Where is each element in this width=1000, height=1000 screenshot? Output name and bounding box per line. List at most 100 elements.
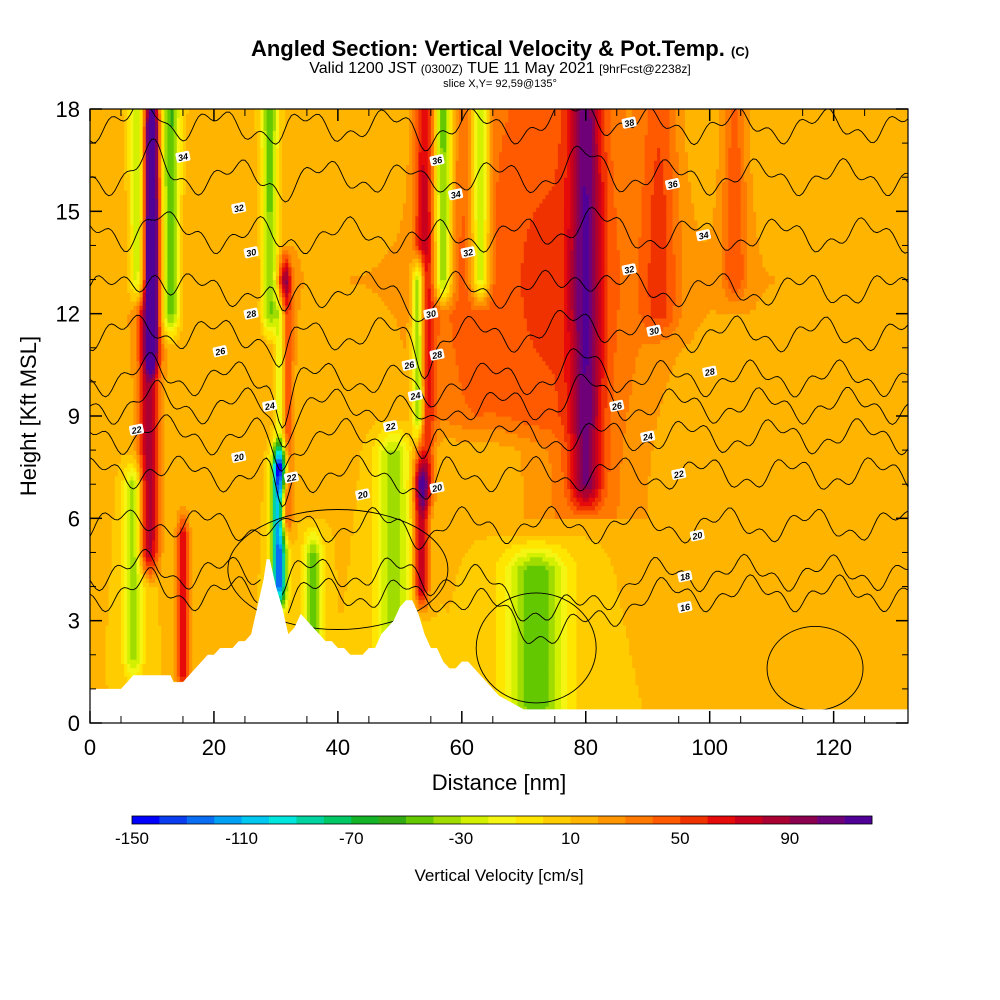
velocity-cell bbox=[378, 535, 382, 541]
velocity-cell bbox=[189, 633, 193, 639]
velocity-cell bbox=[142, 475, 147, 481]
velocity-cell bbox=[650, 305, 667, 311]
velocity-cell bbox=[167, 313, 175, 319]
velocity-cell bbox=[356, 505, 373, 511]
velocity-cell bbox=[90, 462, 119, 468]
velocity-cell bbox=[173, 590, 178, 596]
velocity-cell bbox=[486, 283, 491, 289]
velocity-cell bbox=[443, 603, 451, 609]
velocity-cell bbox=[371, 445, 379, 451]
velocity-cell bbox=[570, 334, 574, 340]
velocity-cell bbox=[598, 352, 602, 357]
velocity-cell bbox=[523, 586, 550, 592]
velocity-cell bbox=[424, 407, 435, 413]
velocity-cell bbox=[161, 479, 165, 485]
velocity-cell bbox=[288, 309, 293, 315]
velocity-cell bbox=[591, 454, 596, 460]
velocity-cell bbox=[260, 531, 268, 536]
velocity-cell bbox=[607, 364, 615, 370]
velocity-cell bbox=[418, 424, 423, 430]
velocity-cell bbox=[576, 347, 581, 353]
velocity-cell bbox=[158, 369, 162, 374]
velocity-cell bbox=[647, 488, 908, 494]
velocity-cell bbox=[564, 360, 571, 366]
velocity-cell bbox=[595, 420, 599, 426]
velocity-cell bbox=[133, 552, 138, 558]
velocity-cell bbox=[598, 509, 618, 515]
velocity-cell bbox=[629, 637, 908, 643]
velocity-cell bbox=[495, 671, 506, 677]
velocity-cell bbox=[567, 450, 571, 455]
velocity-cell bbox=[167, 317, 175, 323]
velocity-cell bbox=[452, 296, 460, 302]
velocity-cell bbox=[412, 381, 416, 387]
velocity-cell bbox=[604, 441, 612, 447]
velocity-cell bbox=[130, 509, 134, 515]
velocity-cell bbox=[124, 539, 128, 545]
velocity-cell bbox=[124, 505, 128, 511]
velocity-cell bbox=[282, 612, 286, 618]
velocity-cell bbox=[570, 283, 574, 289]
velocity-cell bbox=[266, 462, 271, 468]
velocity-cell bbox=[127, 560, 131, 566]
velocity-cell bbox=[111, 556, 122, 562]
velocity-cell bbox=[415, 454, 420, 460]
velocity-cell bbox=[294, 339, 299, 345]
velocity-cell bbox=[192, 531, 262, 536]
velocity-cell bbox=[151, 411, 156, 417]
velocity-cell bbox=[161, 322, 165, 328]
velocity-cell bbox=[415, 339, 420, 345]
velocity-cell bbox=[560, 441, 568, 447]
velocity-cell bbox=[142, 607, 147, 613]
velocity-cell bbox=[402, 471, 410, 477]
velocity-cell bbox=[300, 599, 305, 605]
velocity-cell bbox=[421, 313, 426, 319]
velocity-cell bbox=[371, 288, 410, 293]
velocity-cell bbox=[282, 441, 286, 447]
velocity-cell bbox=[573, 479, 578, 485]
velocity-cell bbox=[161, 501, 165, 507]
velocity-cell bbox=[588, 326, 593, 332]
velocity-cell bbox=[139, 373, 144, 379]
velocity-cell bbox=[337, 607, 345, 613]
velocity-cell bbox=[573, 352, 578, 357]
velocity-cell bbox=[669, 377, 908, 383]
velocity-cell bbox=[266, 445, 271, 451]
velocity-cell bbox=[588, 339, 593, 345]
velocity-cell bbox=[576, 497, 584, 502]
velocity-cell bbox=[359, 450, 373, 455]
velocity-cell bbox=[567, 641, 578, 647]
velocity-cell bbox=[427, 586, 432, 592]
velocity-cell bbox=[591, 411, 596, 417]
velocity-cell bbox=[136, 586, 141, 592]
velocity-cell bbox=[133, 509, 138, 515]
velocity-cell bbox=[139, 612, 144, 618]
velocity-cell bbox=[381, 539, 389, 545]
velocity-cell bbox=[322, 586, 327, 592]
velocity-cell bbox=[285, 330, 293, 336]
velocity-cell bbox=[427, 548, 432, 554]
velocity-cell bbox=[334, 560, 351, 566]
velocity-cell bbox=[399, 599, 407, 605]
velocity-cell bbox=[158, 492, 162, 498]
velocity-cell bbox=[173, 552, 178, 558]
velocity-cell bbox=[291, 578, 302, 583]
velocity-cell bbox=[387, 599, 401, 605]
velocity-cell bbox=[316, 590, 320, 596]
velocity-cell bbox=[598, 309, 602, 315]
velocity-cell bbox=[517, 705, 528, 711]
velocity-cell bbox=[415, 467, 420, 473]
velocity-cell bbox=[136, 573, 141, 579]
velocity-cell bbox=[161, 548, 165, 554]
velocity-cell bbox=[139, 347, 144, 353]
velocity-cell bbox=[604, 411, 612, 417]
velocity-cell bbox=[427, 509, 432, 515]
velocity-cell bbox=[399, 471, 404, 477]
velocity-cell bbox=[186, 637, 190, 643]
velocity-cell bbox=[424, 548, 429, 554]
velocity-cell bbox=[567, 458, 571, 464]
velocity-cell bbox=[192, 624, 286, 630]
velocity-cell bbox=[560, 420, 568, 426]
velocity-cell bbox=[421, 377, 426, 383]
velocity-cell bbox=[158, 458, 162, 464]
